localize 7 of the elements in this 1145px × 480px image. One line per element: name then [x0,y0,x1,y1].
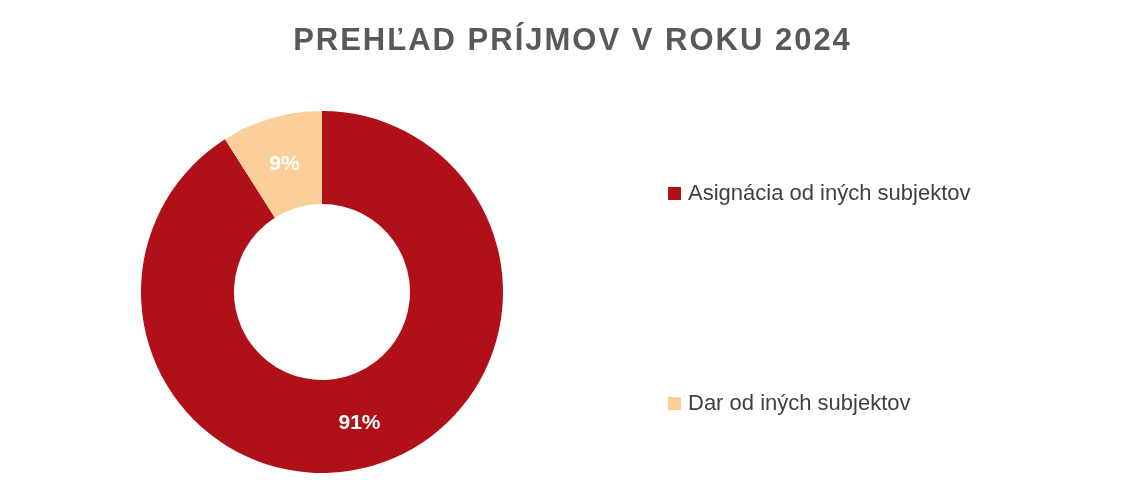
data-label: 9% [269,151,300,175]
chart-title: PREHĽAD PRÍJMOV V ROKU 2024 [292,22,853,58]
legend-label: Asignácia od iných subjektov [688,180,971,206]
legend-label: Dar od iných subjektov [688,390,911,416]
data-label: 91% [338,409,381,433]
donut-slice [141,111,503,473]
donut-slice [225,111,322,218]
